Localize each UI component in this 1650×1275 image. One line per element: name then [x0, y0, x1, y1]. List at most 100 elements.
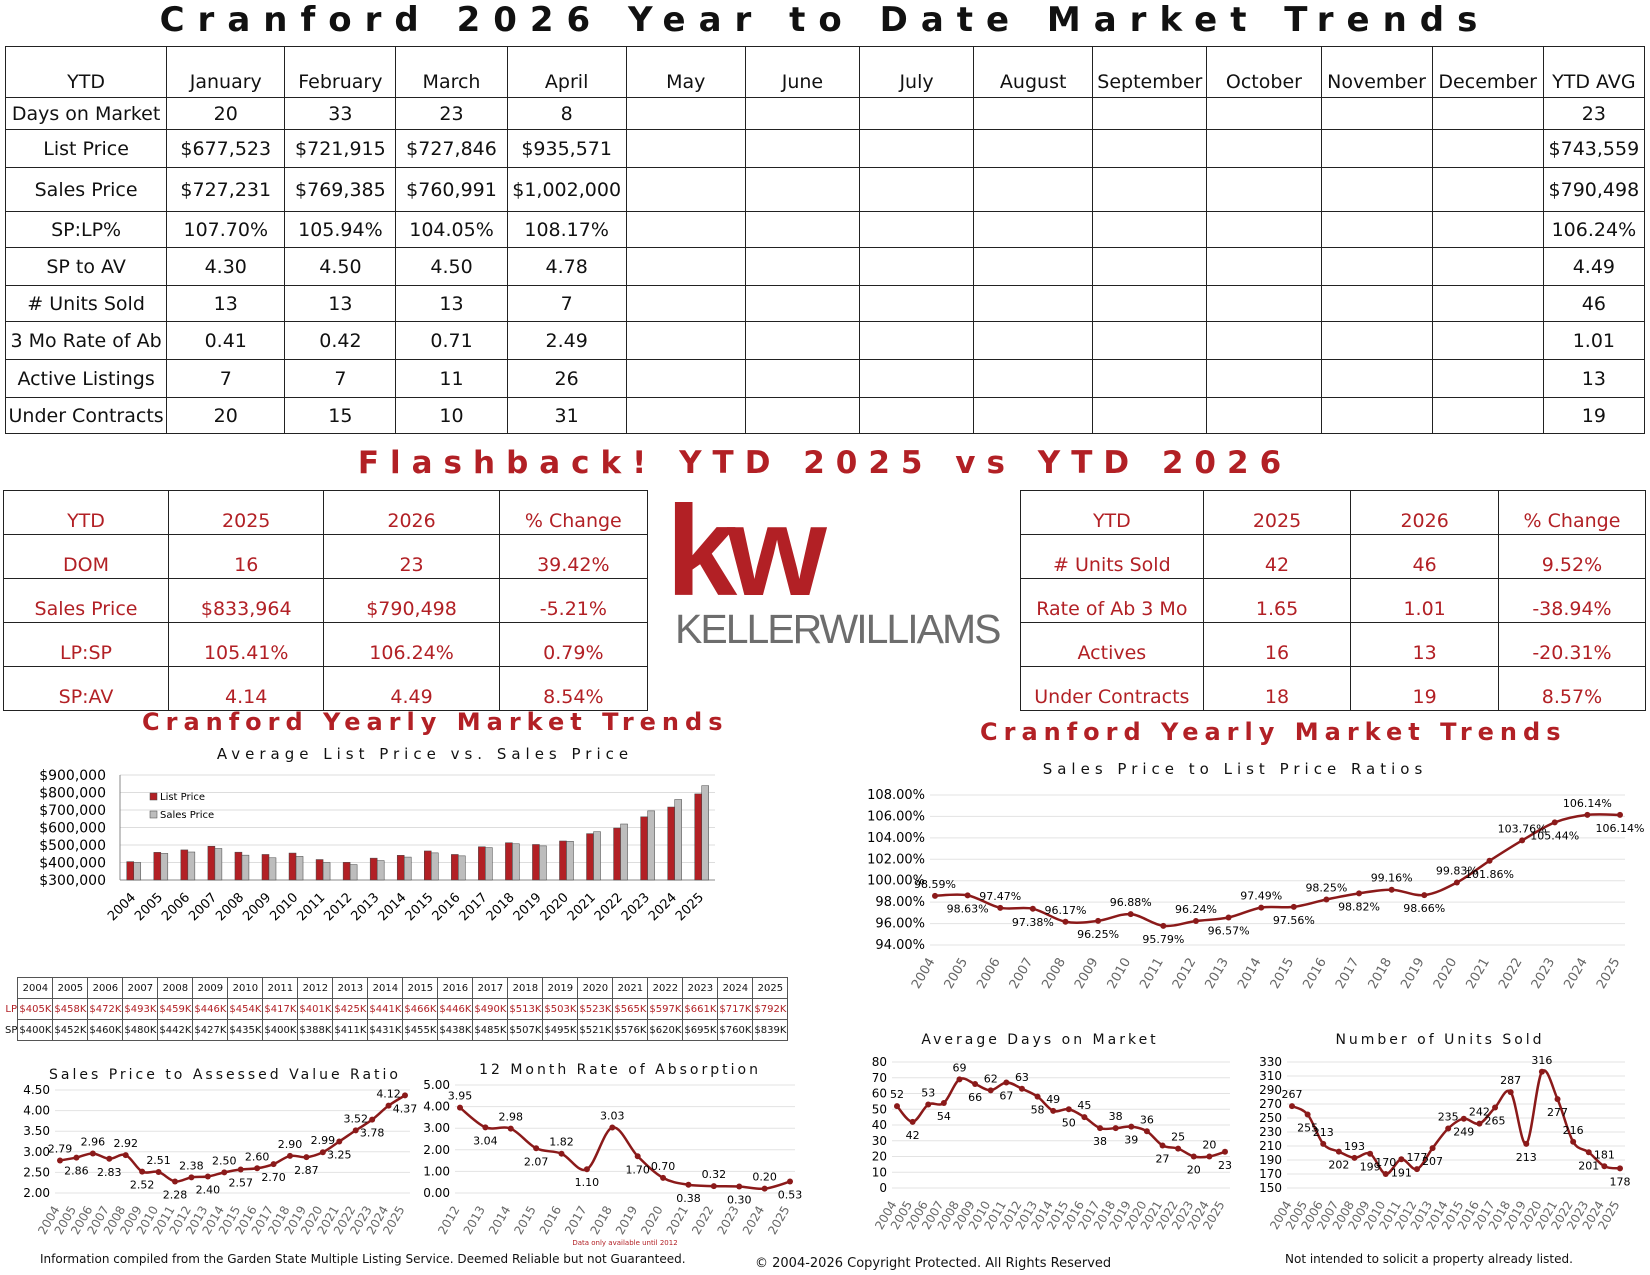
x-tick-label: 2024: [646, 890, 680, 924]
y-tick-label: 98.00%: [875, 895, 925, 910]
ytd-cell: [1092, 321, 1208, 360]
data-label: 177: [1406, 1151, 1427, 1164]
ytd-row: SP:LP% 107.70% 105.94% 104.05% 108.17% 106.24…: [4, 211, 1646, 248]
bar-list-price: [424, 850, 432, 881]
price-grid-cell: 2013: [332, 977, 369, 999]
series-line: [1291, 1069, 1621, 1176]
price-grid-row-label: [5, 978, 18, 999]
data-point: [89, 1150, 96, 1157]
ytd-cell: [858, 359, 975, 398]
ytd-cell: [1320, 285, 1433, 322]
data-point: [1335, 1148, 1342, 1155]
ytd-cell: [858, 167, 975, 212]
y-tick-label: 2.00: [423, 1143, 450, 1157]
price-grid-cell: $495K: [542, 1019, 579, 1041]
data-label: 23: [1218, 1159, 1232, 1172]
data-point: [787, 1178, 793, 1185]
x-tick-label: 2020: [638, 1204, 665, 1237]
data-label: 62: [984, 1072, 998, 1085]
data-point: [106, 1155, 113, 1162]
ytd-cell: [1431, 321, 1544, 360]
data-point: [1584, 811, 1591, 818]
data-label: 0.30: [727, 1194, 752, 1207]
legend-label: Sales Price: [160, 810, 214, 821]
ytd-cell: [1320, 359, 1433, 398]
ytd-cell: 23: [1542, 97, 1646, 130]
compare-cell: 18: [1202, 666, 1352, 711]
price-grid-cell: 2017: [472, 977, 509, 999]
y-tick-label: $600,000: [39, 821, 106, 837]
data-point: [909, 1118, 916, 1125]
compare-table-left: YTD 2025 2026% Change DOM 16 23 39.42% Sales P…: [3, 490, 649, 711]
bar-sales-price: [214, 848, 223, 881]
y-tick-label: 30: [872, 1134, 887, 1148]
left-section-title: Cranford Yearly Market Trends: [142, 708, 729, 736]
units-chart: 1501701902102302502702903103302672552132…: [1259, 1054, 1630, 1232]
y-tick-label: $700,000: [39, 803, 106, 819]
x-tick-label: 2014: [1235, 956, 1265, 992]
right-section-title: Cranford Yearly Market Trends: [980, 718, 1567, 746]
ytd-row: # Units Sold 13 13 13 7 46: [4, 285, 1646, 322]
data-label: 63: [1015, 1071, 1029, 1084]
ytd-cell: [1320, 321, 1433, 360]
bar-list-price: [315, 859, 324, 881]
x-tick-label: 2013: [348, 890, 382, 924]
ytd-cell: [973, 167, 1094, 212]
x-tick-label: 2014: [376, 890, 410, 924]
ytd-cell: [1431, 167, 1544, 212]
compare-header-cell: 2025: [1202, 490, 1352, 535]
data-point: [1081, 1114, 1088, 1121]
bar-sales-price: [133, 862, 142, 881]
data-point: [710, 1183, 717, 1190]
data-label: 25: [1171, 1131, 1185, 1144]
data-point: [1351, 1154, 1358, 1161]
ytd-cell: [1206, 285, 1322, 322]
bar-sales-price: [566, 841, 574, 881]
data-point: [1486, 857, 1493, 864]
x-tick-label: 2020: [1431, 956, 1461, 992]
price-grid-cell: $576K: [612, 1019, 649, 1041]
data-label: 50: [1062, 1116, 1076, 1129]
ytd-header-cell: September: [1092, 46, 1208, 98]
ytd-row: List Price $677,523 $721,915 $727,846 $935,5…: [4, 129, 1646, 168]
data-label: 207: [1422, 1155, 1443, 1168]
bar-list-price: [234, 851, 243, 881]
price-grid-cell: 2024: [717, 977, 754, 999]
data-point: [987, 1087, 994, 1094]
price-grid-cell: $442K: [157, 1019, 194, 1041]
compare-row: Rate of Ab 3 Mo 1.65 1.01 -38.94%: [1020, 578, 1647, 623]
ytd-cell: 4.50: [284, 247, 397, 286]
ytd-cell: [625, 359, 746, 398]
bar-sales-price: [647, 810, 655, 881]
x-tick-label: 2015: [1268, 956, 1298, 992]
ytd-cell: 7: [284, 359, 397, 398]
y-tick-label: $900,000: [39, 768, 106, 784]
data-label: 106.14%: [1596, 822, 1645, 835]
data-label: 249: [1453, 1126, 1474, 1139]
y-tick-label: 4.00: [23, 1104, 50, 1118]
data-label: 54: [937, 1110, 951, 1123]
data-label: 0.38: [676, 1192, 701, 1205]
bar-sales-price: [187, 851, 196, 881]
ytd-cell: [625, 211, 746, 248]
data-point: [932, 892, 938, 899]
compare-cell: $790,498: [323, 578, 500, 623]
compare-row: Actives 16 13 -20.31%: [1020, 622, 1647, 667]
ytd-cell: [973, 285, 1094, 322]
ytd-cell: $1,002,000: [506, 167, 627, 212]
data-point: [972, 1081, 979, 1088]
ytd-cell: [1431, 285, 1544, 322]
price-grid-cell: $695K: [682, 1019, 719, 1041]
y-tick-label: 230: [1259, 1125, 1282, 1139]
bar-list-price: [153, 852, 162, 881]
y-tick-label: $500,000: [39, 838, 106, 854]
price-grid-cell: 2022: [647, 977, 684, 999]
bar-sales-price: [268, 857, 277, 881]
data-label: 2.40: [196, 1184, 221, 1197]
ytd-cell: 23: [395, 97, 508, 130]
x-tick-label: 2018: [484, 890, 518, 924]
compare-cell: -20.31%: [1497, 622, 1647, 667]
compare-row-label: SP:AV: [3, 666, 169, 711]
data-point: [894, 1103, 900, 1110]
ytd-row-label: 3 Mo Rate of Ab: [4, 321, 168, 360]
